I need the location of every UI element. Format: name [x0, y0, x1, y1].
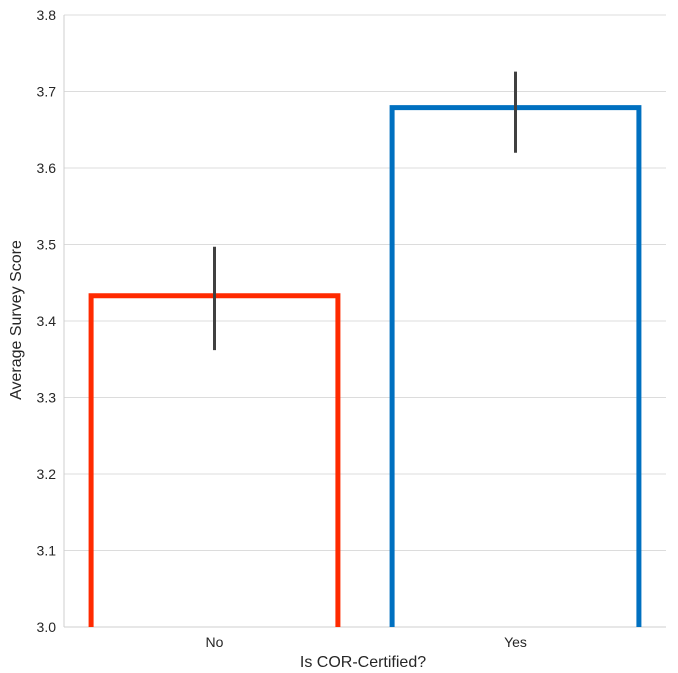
y-tick-label: 3.1: [37, 543, 57, 559]
x-tick-labels: No Yes: [206, 634, 527, 650]
x-axis-label: Is COR-Certified?: [300, 654, 426, 671]
y-tick-label: 3.6: [37, 160, 57, 176]
axes: [63, 15, 666, 628]
x-tick-label: Yes: [504, 634, 527, 650]
y-tick-label: 3.2: [37, 466, 57, 482]
bars: [88, 105, 642, 627]
y-tick-label: 3.3: [37, 390, 57, 406]
y-tick-label: 3.8: [37, 7, 57, 23]
y-tick-label: 3.5: [37, 237, 57, 253]
y-tick-label: 3.4: [37, 313, 57, 329]
x-tick-label: No: [206, 634, 224, 650]
gridlines: [64, 14, 666, 628]
error-bars: [213, 71, 517, 351]
y-tick-label: 3.7: [37, 84, 57, 100]
y-tick-label: 3.0: [37, 619, 57, 635]
y-tick-labels: 3.0 3.1 3.2 3.3 3.4 3.5 3.6 3.7 3.8: [37, 7, 57, 635]
bar-yes: [389, 105, 642, 627]
y-axis-label: Average Survey Score: [8, 240, 25, 400]
